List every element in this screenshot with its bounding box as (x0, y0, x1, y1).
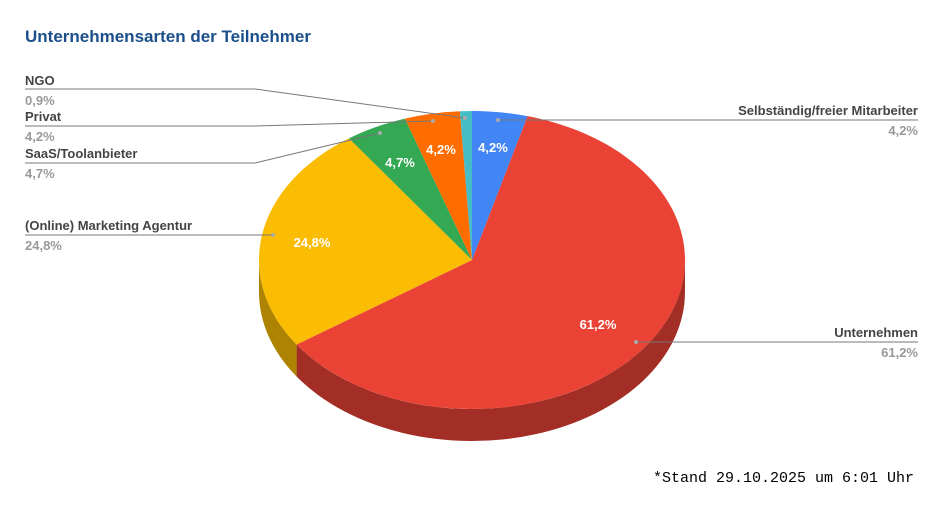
slice-percent-label: 61,2% (881, 345, 918, 360)
slice-percent-label: 4,2% (25, 129, 55, 144)
chart-title: Unternehmensarten der Teilnehmer (25, 27, 311, 46)
slice-percent-label: 24,8% (25, 238, 62, 253)
slice-name-label: Privat (25, 109, 62, 124)
slice-name-label: SaaS/Toolanbieter (25, 146, 137, 161)
leader-dot (463, 116, 467, 120)
slice-percent-label: 0,9% (25, 93, 55, 108)
pie-slice-1 (296, 116, 685, 409)
slice-name-label: NGO (25, 73, 55, 88)
pie-side-1 (296, 260, 685, 441)
leader-line (25, 120, 434, 127)
slice-value-label: 4,2% (478, 140, 508, 155)
pie-slice-4 (404, 111, 472, 261)
leader-dot (378, 131, 382, 135)
slice-name-label: Unternehmen (834, 325, 918, 340)
pie-slice-3 (348, 118, 472, 260)
leader-dot (634, 340, 638, 344)
slice-value-label: 4,2% (426, 142, 456, 157)
leader-dot (271, 233, 275, 237)
pie-slice-0 (472, 111, 528, 260)
slice-name-label: Selbständig/freier Mitarbeiter (738, 103, 918, 118)
slice-value-label: 61,2% (580, 317, 617, 332)
leader-dot (496, 118, 500, 122)
footnote: *Stand 29.10.2025 um 6:01 Uhr (652, 470, 914, 487)
slice-value-label: 4,7% (385, 155, 415, 170)
slice-value-label: 24,8% (294, 235, 331, 250)
leader-line (25, 132, 381, 164)
pie-side-2 (259, 260, 297, 377)
leader-line (25, 88, 466, 119)
slice-percent-label: 4,2% (888, 123, 918, 138)
slice-percent-label: 4,7% (25, 166, 55, 181)
pie-slice-2 (259, 138, 472, 345)
leader-dot (431, 119, 435, 123)
slice-name-label: (Online) Marketing Agentur (25, 218, 192, 233)
pie-slice-5 (459, 111, 472, 260)
